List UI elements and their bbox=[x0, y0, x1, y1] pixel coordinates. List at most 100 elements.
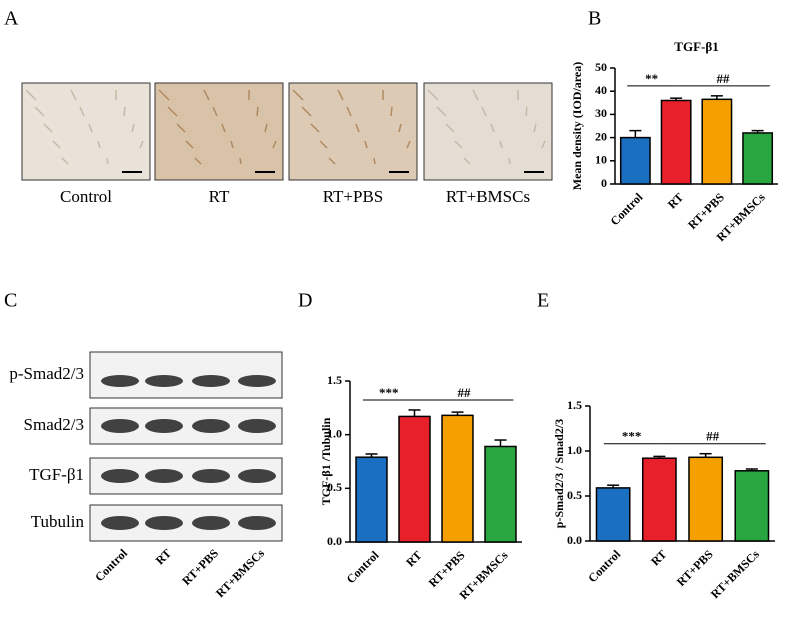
y-tick-label: 0 bbox=[601, 176, 607, 190]
tissue-texture bbox=[525, 106, 528, 117]
x-tick-label: RT+PBS bbox=[674, 547, 716, 589]
band-label: Tubulin bbox=[31, 512, 85, 531]
tissue-texture bbox=[176, 123, 186, 133]
significance-mark: *** bbox=[622, 429, 642, 444]
lane-label: RT+BMSCs bbox=[213, 546, 267, 600]
tissue-texture bbox=[230, 140, 234, 149]
tissue-texture bbox=[499, 140, 503, 149]
tissue-texture bbox=[346, 106, 352, 117]
significance-mark: ## bbox=[706, 429, 720, 444]
blot-band bbox=[192, 516, 230, 530]
tissue-texture bbox=[398, 123, 402, 133]
y-tick-label: 40 bbox=[595, 83, 607, 97]
image-label: Control bbox=[60, 187, 112, 206]
x-tick-label: RT+PBS bbox=[426, 548, 468, 590]
lane-label: RT+PBS bbox=[179, 546, 221, 588]
panel-letter: A bbox=[4, 8, 19, 30]
lane-label: Control bbox=[92, 546, 130, 584]
tissue-texture bbox=[97, 140, 101, 149]
tissue-texture bbox=[355, 123, 360, 133]
blot-band bbox=[238, 469, 276, 483]
tissue-texture bbox=[427, 89, 439, 101]
tissue-texture bbox=[541, 140, 546, 149]
panel-letter: C bbox=[4, 290, 17, 312]
y-tick-label: 0.5 bbox=[327, 480, 342, 494]
bar bbox=[742, 132, 774, 185]
x-tick-label: RT bbox=[648, 547, 669, 568]
bar bbox=[355, 456, 388, 543]
blot-band bbox=[145, 516, 183, 530]
tissue-texture bbox=[472, 89, 479, 101]
blot-band bbox=[145, 469, 183, 483]
y-tick-label: 30 bbox=[595, 106, 607, 120]
x-tick-label: RT+PBS bbox=[685, 190, 727, 232]
tissue-texture bbox=[158, 89, 170, 101]
tissue-texture bbox=[106, 157, 109, 165]
panel-letter: E bbox=[537, 290, 549, 312]
tissue-texture bbox=[364, 140, 368, 149]
tissue-texture bbox=[61, 157, 69, 165]
tissue-texture bbox=[463, 157, 471, 165]
blot-band bbox=[101, 419, 139, 433]
x-tick-label: RT bbox=[403, 548, 424, 569]
y-tick-label: 1.0 bbox=[327, 426, 342, 440]
bar bbox=[484, 445, 517, 543]
x-tick-label: RT bbox=[665, 190, 686, 211]
image-label: RT bbox=[209, 187, 230, 206]
significance-mark: ## bbox=[716, 71, 730, 86]
y-tick-label: 50 bbox=[595, 60, 607, 74]
bar bbox=[701, 98, 733, 185]
tissue-texture bbox=[319, 140, 328, 149]
blot-band bbox=[145, 375, 183, 387]
band-label: TGF-β1 bbox=[29, 465, 84, 484]
blot-band bbox=[101, 375, 139, 387]
blot-band bbox=[238, 375, 276, 387]
tissue-texture bbox=[373, 157, 376, 165]
x-tick-label: Control bbox=[344, 548, 382, 586]
band-label: p-Smad2/3 bbox=[9, 364, 84, 383]
y-axis-label: p-Smad2/3 / Smad2/3 bbox=[552, 419, 566, 528]
tissue-texture bbox=[221, 123, 226, 133]
y-tick-label: 0.5 bbox=[567, 488, 582, 502]
tissue-texture bbox=[390, 106, 393, 117]
tissue-texture bbox=[337, 89, 344, 101]
image-label: RT+BMSCs bbox=[446, 187, 530, 206]
tissue-texture bbox=[481, 106, 487, 117]
tissue-texture bbox=[212, 106, 218, 117]
blot-band bbox=[238, 516, 276, 530]
blot-band bbox=[192, 375, 230, 387]
blot-strip bbox=[89, 351, 283, 399]
bar bbox=[688, 456, 724, 542]
tissue-texture bbox=[264, 123, 268, 133]
y-tick-label: 1.5 bbox=[327, 373, 342, 387]
y-tick-label: 1.5 bbox=[567, 398, 582, 412]
tissue-texture bbox=[203, 89, 210, 101]
significance-mark: ** bbox=[645, 71, 658, 86]
tissue-texture bbox=[490, 123, 495, 133]
tissue-texture bbox=[88, 123, 93, 133]
tissue-texture bbox=[310, 123, 320, 133]
tissue-texture bbox=[328, 157, 336, 165]
significance-mark: ## bbox=[457, 385, 471, 400]
blot-band bbox=[192, 419, 230, 433]
y-tick-label: 10 bbox=[595, 153, 607, 167]
blot-band bbox=[101, 516, 139, 530]
tissue-texture bbox=[131, 123, 135, 133]
tissue-texture bbox=[533, 123, 537, 133]
tissue-texture bbox=[123, 106, 126, 117]
tissue-texture bbox=[445, 123, 455, 133]
tissue-texture bbox=[25, 89, 37, 101]
tissue-texture bbox=[185, 140, 194, 149]
tissue-texture bbox=[34, 106, 45, 117]
tissue-texture bbox=[292, 89, 304, 101]
tissue-texture bbox=[70, 89, 77, 101]
blot-band bbox=[192, 469, 230, 483]
blot-band bbox=[238, 419, 276, 433]
panel-letter: B bbox=[588, 8, 601, 30]
histology-image bbox=[288, 82, 418, 181]
blot-band bbox=[101, 469, 139, 483]
tissue-texture bbox=[79, 106, 85, 117]
chart-title: TGF-β1 bbox=[674, 39, 718, 54]
tissue-texture bbox=[508, 157, 511, 165]
